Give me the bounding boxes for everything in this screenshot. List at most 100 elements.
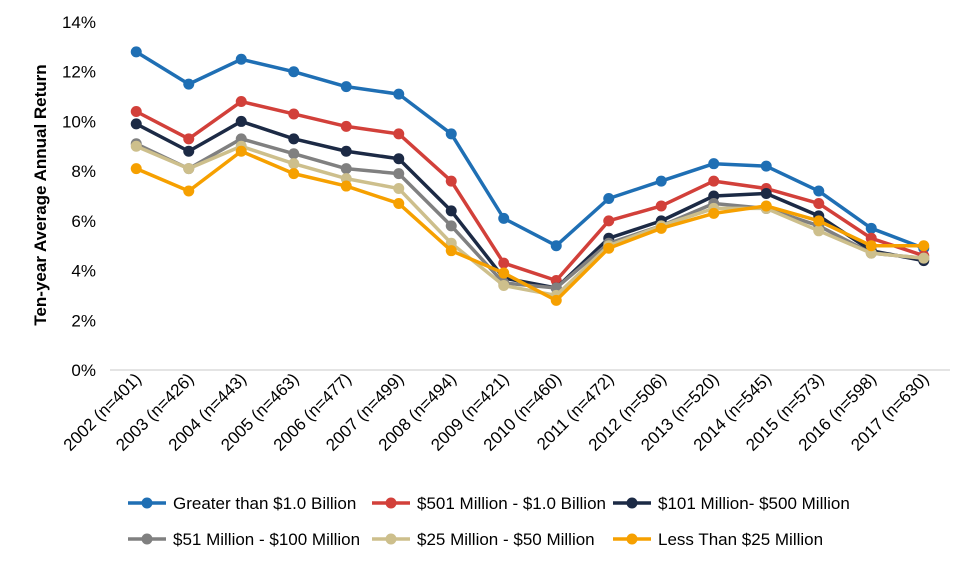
- data-point: [235, 96, 247, 108]
- legend-swatch-marker: [626, 497, 638, 509]
- legend-swatch-marker: [141, 533, 153, 545]
- legend-label: $101 Million- $500 Million: [658, 494, 850, 513]
- series-group: [130, 96, 930, 287]
- legend: Greater than $1.0 Billion $501 Million - …: [128, 494, 850, 549]
- y-tick-label: 10%: [62, 112, 96, 131]
- data-point: [813, 185, 825, 197]
- data-point: [708, 207, 720, 219]
- data-point: [918, 240, 930, 252]
- data-point: [183, 133, 195, 145]
- data-point: [655, 200, 667, 212]
- y-axis-title: Ten-year Average Annual Return: [31, 64, 50, 325]
- series-line: [134, 99, 926, 283]
- data-point: [445, 220, 457, 232]
- data-point: [708, 158, 720, 170]
- data-point: [445, 128, 457, 140]
- data-point: [183, 163, 195, 175]
- series-group: [130, 140, 930, 301]
- data-point: [340, 180, 352, 192]
- data-point: [393, 128, 405, 140]
- data-point: [183, 145, 195, 157]
- data-point: [708, 175, 720, 187]
- data-point: [813, 225, 825, 237]
- data-point: [288, 66, 300, 78]
- y-tick-label: 4%: [71, 262, 96, 281]
- legend-label: $51 Million - $100 Million: [173, 530, 360, 549]
- legend-item: Greater than $1.0 Billion: [128, 494, 356, 513]
- data-point: [393, 168, 405, 180]
- data-point: [340, 145, 352, 157]
- data-point: [130, 163, 142, 175]
- data-point: [498, 257, 510, 269]
- legend-item: $25 Million - $50 Million: [372, 530, 595, 549]
- series-line: [134, 50, 926, 250]
- x-axis-ticks: 2002 (n=401)2003 (n=426)2004 (n=443)2005…: [60, 369, 933, 454]
- data-point: [393, 88, 405, 100]
- series-group: [130, 145, 930, 306]
- data-point: [498, 279, 510, 291]
- data-point: [550, 294, 562, 306]
- data-point: [445, 245, 457, 257]
- data-point: [865, 222, 877, 234]
- data-point: [393, 153, 405, 165]
- data-point: [445, 205, 457, 217]
- data-point: [183, 185, 195, 197]
- legend-item: $101 Million- $500 Million: [613, 494, 850, 513]
- data-point: [813, 215, 825, 227]
- data-point: [918, 252, 930, 264]
- data-point: [445, 175, 457, 187]
- legend-label: $501 Million - $1.0 Billion: [417, 494, 606, 513]
- legend-label: Less Than $25 Million: [658, 530, 823, 549]
- data-point: [760, 160, 772, 172]
- data-point: [130, 118, 142, 130]
- y-tick-label: 0%: [71, 361, 96, 380]
- data-point: [603, 192, 615, 204]
- data-point: [235, 145, 247, 157]
- data-point: [498, 267, 510, 279]
- legend-item: Less Than $25 Million: [613, 530, 823, 549]
- series-line: [134, 119, 926, 290]
- legend-item: $501 Million - $1.0 Billion: [372, 494, 606, 513]
- legend-label: Greater than $1.0 Billion: [173, 494, 356, 513]
- y-tick-label: 14%: [62, 13, 96, 32]
- legend-swatch-marker: [385, 533, 397, 545]
- data-point: [340, 163, 352, 175]
- data-point: [603, 215, 615, 227]
- data-point: [603, 242, 615, 254]
- y-axis-title-group: Ten-year Average Annual Return: [31, 64, 50, 325]
- data-point: [655, 175, 667, 187]
- data-point: [655, 222, 667, 234]
- data-point: [235, 115, 247, 127]
- y-tick-label: 6%: [71, 212, 96, 231]
- series-line: [134, 149, 926, 303]
- data-point: [183, 78, 195, 90]
- data-point: [393, 197, 405, 209]
- data-point: [393, 183, 405, 195]
- data-point: [288, 133, 300, 145]
- data-point: [130, 46, 142, 58]
- legend-item: $51 Million - $100 Million: [128, 530, 360, 549]
- series-group: [130, 46, 930, 254]
- y-tick-label: 8%: [71, 162, 96, 181]
- legend-swatch-marker: [385, 497, 397, 509]
- legend-label: $25 Million - $50 Million: [417, 530, 595, 549]
- legend-swatch-marker: [626, 533, 638, 545]
- y-tick-label: 2%: [71, 311, 96, 330]
- y-axis-ticks: 0% 2% 4% 6% 8% 10% 12% 14%: [62, 13, 96, 380]
- data-point: [340, 81, 352, 93]
- data-point: [760, 188, 772, 200]
- legend-swatch-marker: [141, 497, 153, 509]
- data-point: [550, 240, 562, 252]
- y-tick-label: 12%: [62, 63, 96, 82]
- data-point: [813, 197, 825, 209]
- series-line: [134, 137, 926, 290]
- data-point: [288, 168, 300, 180]
- data-point: [340, 120, 352, 132]
- data-point: [288, 158, 300, 170]
- data-point: [288, 148, 300, 160]
- data-point: [865, 240, 877, 252]
- data-point: [130, 105, 142, 117]
- data-point: [288, 108, 300, 120]
